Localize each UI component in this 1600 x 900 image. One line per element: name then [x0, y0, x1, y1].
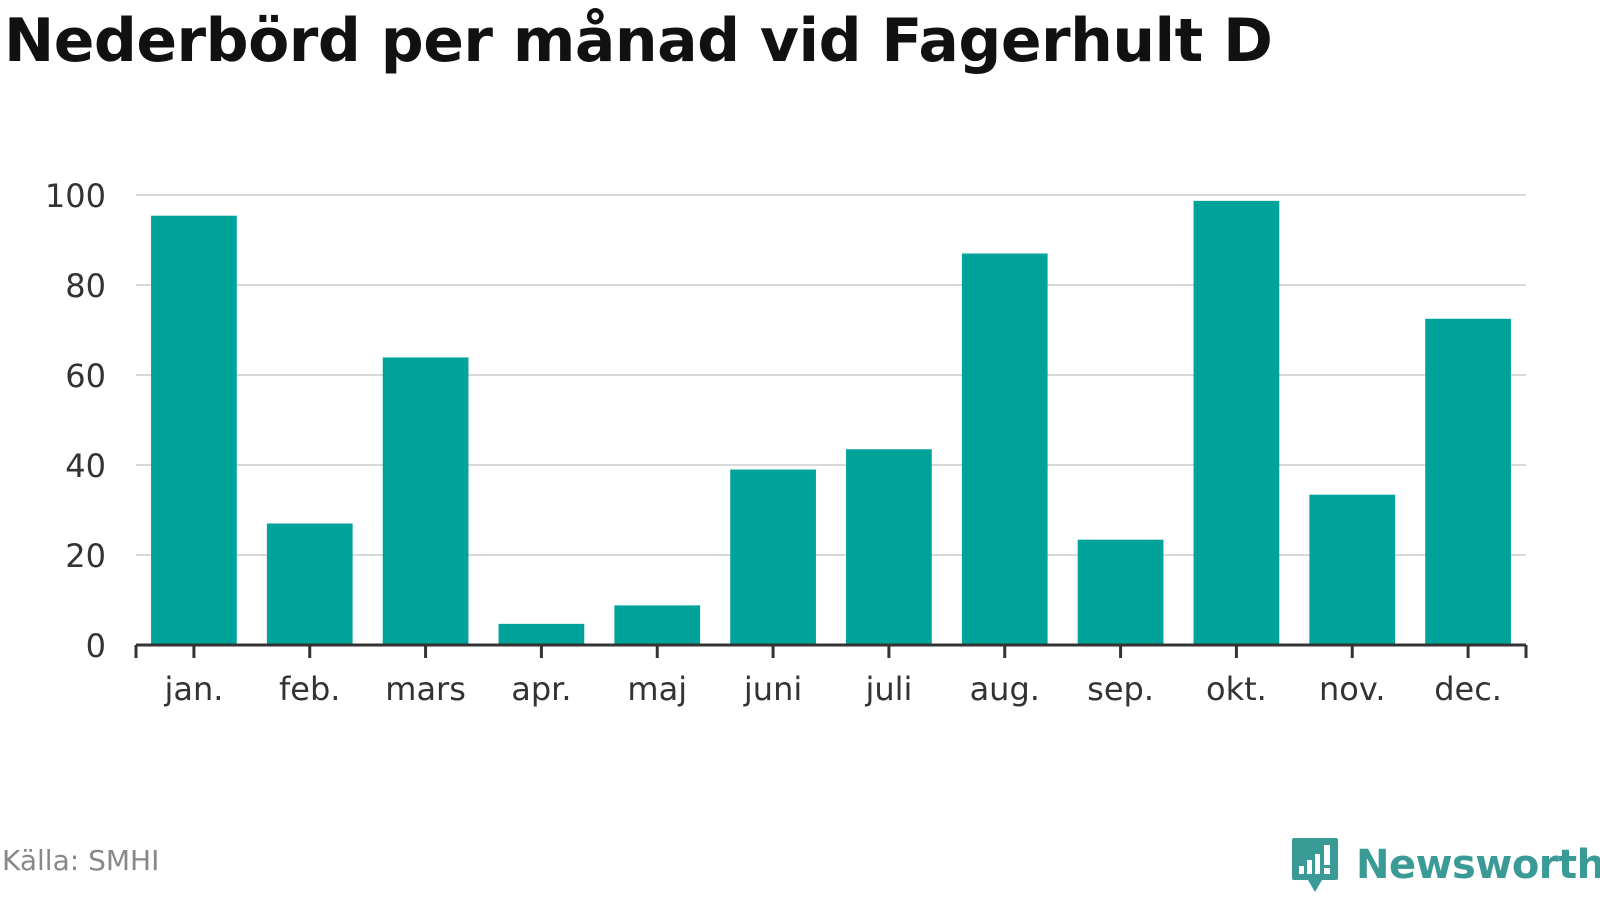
x-tick-label: apr. — [511, 670, 571, 708]
source-credit: Källa: SMHI — [2, 844, 160, 877]
y-tick-label: 20 — [65, 537, 106, 575]
bar-juni — [730, 469, 816, 645]
bar-sep — [1077, 539, 1164, 645]
bar-juli — [846, 449, 932, 645]
gridlines — [136, 194, 1526, 556]
x-tick-label: nov. — [1319, 670, 1385, 708]
bar-chart: 0 20 40 60 80 100 jan. feb. mars apr. maj juni juli… — [45, 177, 1528, 708]
chart-title: Nederbörd per månad vid Fagerhult D — [4, 6, 1273, 76]
x-tick-label: juli — [864, 670, 912, 708]
bar-nov — [1309, 494, 1396, 645]
y-tick-label: 60 — [65, 357, 106, 395]
bar-maj — [614, 605, 701, 645]
y-tick-label: 0 — [86, 627, 106, 665]
y-axis-ticks: 0 20 40 60 80 100 — [45, 177, 106, 665]
x-axis-ticks: jan. feb. mars apr. maj juni juli aug. sep. okt. n… — [134, 645, 1528, 708]
y-tick-label: 80 — [65, 267, 106, 305]
newsworthy-logo-icon — [1292, 838, 1338, 892]
bar-aug — [961, 253, 1048, 645]
x-tick-label: sep. — [1087, 670, 1154, 708]
bar-apr — [498, 623, 585, 645]
bar-okt — [1193, 200, 1280, 645]
bar-jan — [151, 215, 237, 645]
brand-name: Newsworthy — [1356, 842, 1600, 888]
x-tick-label: juni — [743, 670, 802, 708]
x-tick-label: feb. — [279, 670, 340, 708]
bar-feb — [266, 523, 353, 645]
x-tick-label: aug. — [970, 670, 1040, 708]
x-tick-label: maj — [627, 670, 687, 708]
bar-dec — [1425, 318, 1511, 645]
bar-mars — [382, 357, 469, 645]
x-tick-label: jan. — [163, 670, 223, 708]
x-tick-label: dec. — [1434, 670, 1502, 708]
bars — [151, 200, 1511, 645]
x-tick-label: mars — [385, 670, 466, 708]
y-tick-label: 100 — [45, 177, 106, 215]
x-tick-label: okt. — [1206, 670, 1267, 708]
brand-logo: Newsworthy — [1290, 836, 1600, 894]
y-tick-label: 40 — [65, 447, 106, 485]
